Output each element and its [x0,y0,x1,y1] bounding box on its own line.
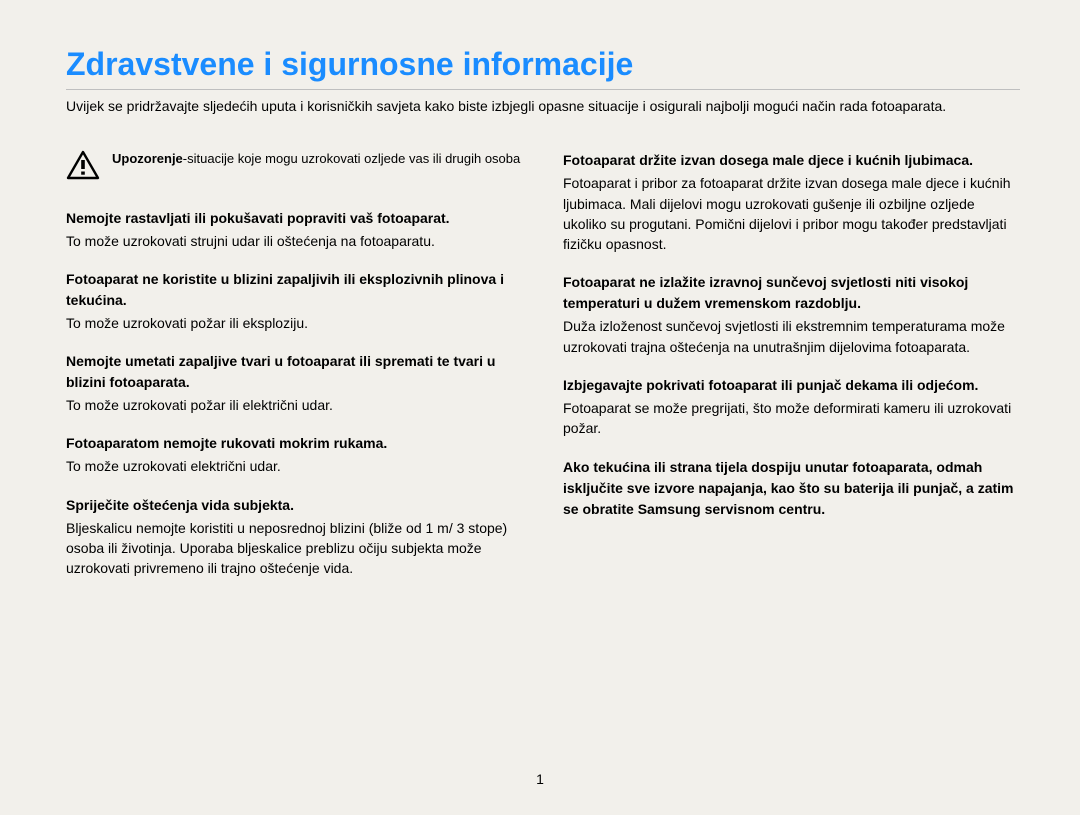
safety-item-head: Spriječite oštećenja vida subjekta. [66,495,523,516]
safety-item-body: Duža izloženost sunčevoj svjetlosti ili … [563,316,1020,357]
right-column: Fotoaparat držite izvan dosega male djec… [563,150,1020,596]
safety-item: Fotoaparat ne izlažite izravnoj sunčevoj… [563,272,1020,357]
safety-item-body: Fotoaparat i pribor za fotoaparat držite… [563,173,1020,254]
page-title: Zdravstvene i sigurnosne informacije [66,46,1020,83]
safety-item-body: To može uzrokovati strujni udar ili ošte… [66,231,523,251]
safety-item-head: Izbjegavajte pokrivati fotoaparat ili pu… [563,375,1020,396]
safety-item: Izbjegavajte pokrivati fotoaparat ili pu… [563,375,1020,439]
document-page: Zdravstvene i sigurnosne informacije Uvi… [0,0,1080,815]
safety-item-head: Fotoaparatom nemojte rukovati mokrim ruk… [66,433,523,454]
safety-item: Nemojte umetati zapaljive tvari u fotoap… [66,351,523,415]
title-divider [66,89,1020,90]
safety-item: Ako tekućina ili strana tijela dospiju u… [563,457,1020,520]
warning-label: Upozorenje [112,151,183,166]
warning-text: Upozorenje-situacije koje mogu uzrokovat… [112,150,520,168]
safety-item-body: To može uzrokovati požar ili eksploziju. [66,313,523,333]
page-number: 1 [0,771,1080,787]
safety-item: Fotoaparat ne koristite u blizini zapalj… [66,269,523,333]
warning-triangle-icon [66,150,100,185]
safety-item-head: Fotoaparat ne koristite u blizini zapalj… [66,269,523,311]
safety-item: Fotoaparatom nemojte rukovati mokrim ruk… [66,433,523,476]
intro-paragraph: Uvijek se pridržavajte sljedećih uputa i… [66,96,1020,116]
safety-item-body: Bljeskalicu nemojte koristiti u neposred… [66,518,523,579]
safety-item: Fotoaparat držite izvan dosega male djec… [563,150,1020,254]
safety-item-head: Ako tekućina ili strana tijela dospiju u… [563,457,1020,520]
safety-item-head: Nemojte rastavljati ili pokušavati popra… [66,208,523,229]
safety-item: Nemojte rastavljati ili pokušavati popra… [66,208,523,251]
safety-item-body: To može uzrokovati požar ili električni … [66,395,523,415]
safety-item-head: Nemojte umetati zapaljive tvari u fotoap… [66,351,523,393]
left-column: Upozorenje-situacije koje mogu uzrokovat… [66,150,523,596]
safety-item: Spriječite oštećenja vida subjekta. Blje… [66,495,523,579]
safety-item-body: To može uzrokovati električni udar. [66,456,523,476]
warning-block: Upozorenje-situacije koje mogu uzrokovat… [66,150,523,185]
safety-item-head: Fotoaparat ne izlažite izravnoj sunčevoj… [563,272,1020,314]
safety-item-body: Fotoaparat se može pregrijati, što može … [563,398,1020,439]
two-column-layout: Upozorenje-situacije koje mogu uzrokovat… [66,150,1020,596]
warning-desc: -situacije koje mogu uzrokovati ozljede … [183,151,520,166]
safety-item-head: Fotoaparat držite izvan dosega male djec… [563,150,1020,171]
